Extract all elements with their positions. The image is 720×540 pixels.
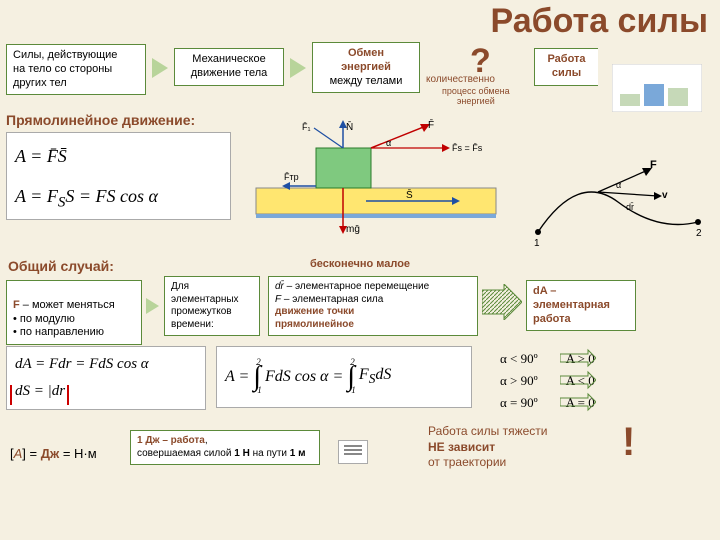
svg-text:N̄: N̄ [346, 120, 353, 133]
preview-thumb-icon [338, 440, 368, 464]
hatched-arrow-icon [482, 284, 522, 320]
gravity-note: Работа силы тяжестиНЕ зависитот траектор… [428, 424, 548, 471]
flow-box-exchange: Обмен энергией между телами [312, 42, 420, 93]
svg-text:mḡ: mḡ [346, 224, 360, 235]
svg-text:1: 1 [534, 238, 540, 249]
svg-text:α: α [616, 180, 621, 190]
f1b: A = FSS = FS cos α [15, 186, 158, 206]
svg-text:v: v [662, 190, 668, 201]
infinitesimal-label: бесконечно малое [310, 258, 410, 270]
arrow-icon [152, 58, 168, 78]
flow-box-motion: Механическое движение тела [174, 48, 284, 86]
force-diagram: N̄ mḡ F̄тр F̄₁ F̄ α F̄s = F̄s S̄ [246, 118, 506, 238]
exchange-top: Обмен [319, 47, 413, 61]
row2-c1: F – может меняться• по модулю• по направ… [6, 280, 142, 345]
unit-label: [A] = Дж = Н·м [10, 446, 97, 461]
formula-da: dA = Fdr = FdS cos α dS = |dr| [6, 346, 206, 410]
work-top: Работа [541, 53, 592, 67]
joule-definition: 1 Дж – работа,совершаемая силой 1 Н на п… [130, 430, 320, 465]
svg-text:2: 2 [696, 228, 702, 239]
arrow-icon [290, 58, 306, 78]
svg-text:α: α [386, 138, 391, 148]
svg-text:S̄: S̄ [406, 188, 413, 201]
svg-text:F: F [650, 159, 657, 171]
exchange-mid: энергией [319, 61, 413, 75]
svg-text:F̄₁: F̄₁ [302, 122, 311, 132]
thumbnail-chart-icon [612, 64, 702, 112]
q-sub2: процесс обмена энергией [442, 86, 510, 106]
q-sub1: количественно [426, 74, 495, 85]
svg-text:F̄тр: F̄тр [284, 172, 299, 182]
flow-box-forces: Силы, действующие на тело со стороны дру… [6, 44, 146, 95]
formula-linear: A = F̄S̄ A = FSS = FS cos α [6, 132, 231, 220]
section-linear: Прямолинейное движение: [6, 112, 195, 128]
flow-box-work: Работа силы [534, 48, 598, 86]
exchange-bot: между телами [319, 75, 413, 89]
imply-arrows [560, 348, 596, 418]
svg-text:F̄: F̄ [428, 118, 434, 131]
trajectory-diagram: 1 2 F v α dr̄ [528, 152, 708, 252]
row2-c3: dr̄ – элементарное перемещение F – элеме… [268, 276, 478, 336]
row2-c2: Для элементарных промежутков времени: [164, 276, 260, 336]
arrow-icon [146, 298, 159, 314]
formula-integral: A = ∫21 FdS cos α = ∫21 FSdS [216, 346, 472, 408]
section-general: Общий случай: [8, 258, 114, 274]
row2-c4: dA – элементарная работа [526, 280, 636, 331]
svg-text:dr̄: dr̄ [626, 202, 634, 212]
exclamation-icon: ! [622, 420, 635, 465]
page-title: Работа силы [490, 2, 708, 41]
f1a: A = F̄S̄ [15, 146, 67, 166]
svg-text:F̄s = F̄s: F̄s = F̄s [452, 143, 483, 153]
work-bot: силы [541, 67, 592, 81]
